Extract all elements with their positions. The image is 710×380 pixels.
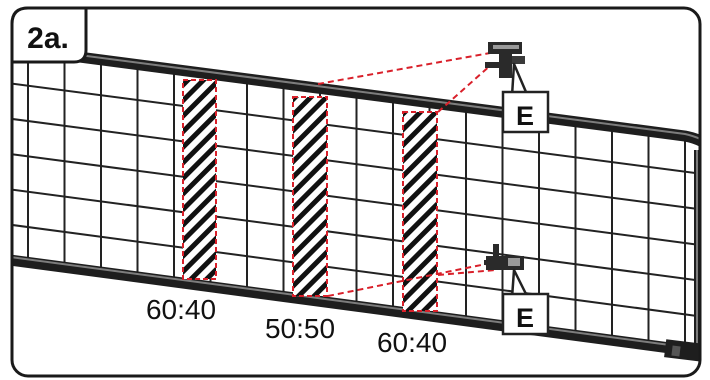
right-frame xyxy=(694,150,700,345)
part-label-e-top: E xyxy=(516,101,534,131)
position-label-60-40-left: 60:40 xyxy=(146,294,216,325)
leader-lines xyxy=(317,52,497,297)
strap-zone-60-40-right xyxy=(402,111,438,312)
part-label-e-bottom: E xyxy=(516,303,534,333)
callout-e-top: E xyxy=(501,62,550,134)
callout-e-bottom: E xyxy=(501,268,550,336)
mesh-wire-horizontal xyxy=(12,117,700,211)
strap-zones xyxy=(182,79,438,312)
bracket-clip-icon xyxy=(484,244,524,270)
mesh-wire-horizontal xyxy=(12,82,700,175)
guard-drawing: E E 60:40 50:50 60:40 xyxy=(12,42,700,363)
bracket-clip-icon xyxy=(485,42,525,78)
mesh-wire-horizontal xyxy=(12,188,700,282)
strap-zone-50-50 xyxy=(292,96,328,297)
mesh-wire-horizontal xyxy=(12,223,700,318)
step-label: 2a. xyxy=(27,22,69,55)
step-label-tab: 2a. xyxy=(10,6,88,64)
figure-border xyxy=(10,6,702,378)
bottom-rail xyxy=(12,254,700,363)
position-label-60-40-right: 60:40 xyxy=(377,327,447,358)
strap-zone-60-40-left xyxy=(182,79,217,280)
position-label-50-50: 50:50 xyxy=(265,313,335,344)
mesh-wire-horizontal xyxy=(12,153,700,246)
